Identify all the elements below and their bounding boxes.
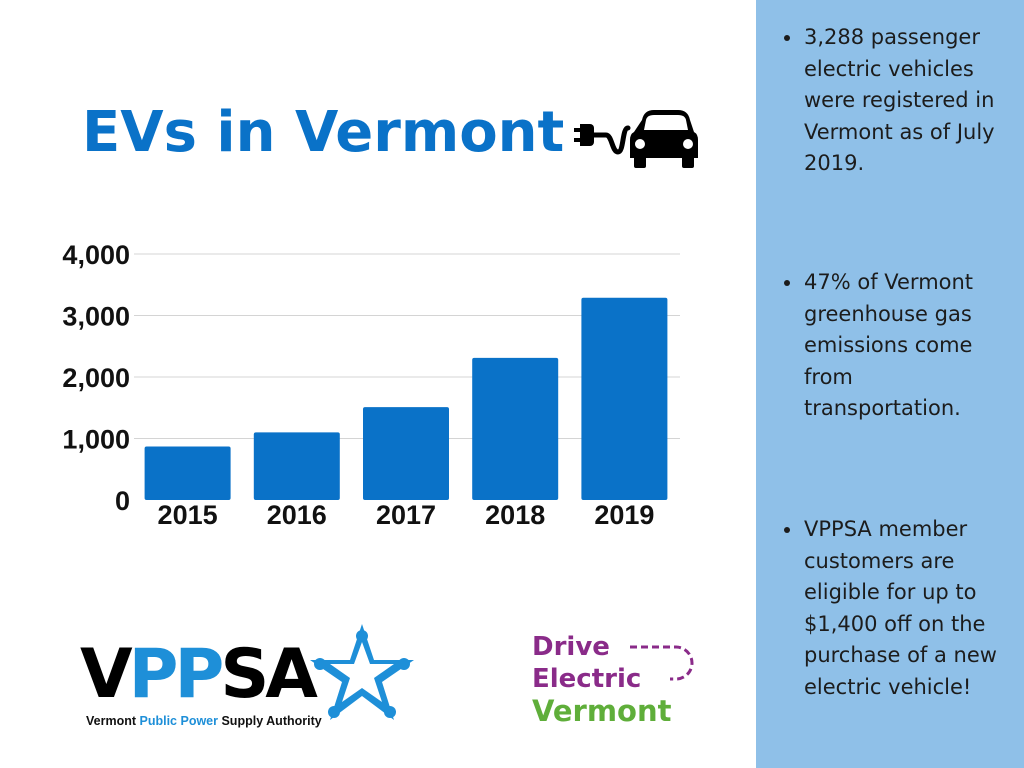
vppsa-full-name: Vermont Public Power Supply Authority [86,714,322,728]
bullet-icon [784,527,790,533]
drive-electric-vermont-logo: Drive Electric Vermont [526,626,706,730]
fact-text: 47% of Vermont greenhouse gas emissions … [804,270,974,420]
y-tick-label: 3,000 [62,302,130,332]
fact-text: 3,288 passenger electric vehicles were r… [804,25,995,175]
ev-registrations-chart: 0 1,000 2,000 3,000 4,000 2015 2016 2017 2018 20… [62,240,680,530]
bullet-icon [784,280,790,286]
electric-word: Electric [532,664,642,694]
vppsa-wordmark: VPPSA [80,635,318,714]
x-tick-label: 2016 [267,500,327,530]
fact-text: VPPSA member customers are eligible for … [804,517,997,699]
x-tick-label: 2018 [485,500,545,530]
bar-2019 [581,297,668,500]
bullet-icon [784,35,790,41]
ev-plug-car-icon [574,110,698,168]
vermont-word: Vermont [532,694,672,728]
star-people-icon [310,624,414,720]
x-tick-label: 2019 [594,500,654,530]
x-tick-label: 2017 [376,500,436,530]
facts-panel [756,0,1024,768]
bar-2018 [472,357,559,500]
bar-2017 [363,407,449,500]
fact-item: VPPSA member customers are eligible for … [784,514,1004,703]
drive-word: Drive [532,632,610,662]
plug-cord-icon [630,645,694,681]
page-title: EVs in Vermont [82,100,565,165]
bar-2015 [144,446,231,500]
y-tick-label: 4,000 [62,240,130,270]
fact-item: 47% of Vermont greenhouse gas emissions … [784,267,1004,425]
vppsa-logo: VPPSA Vermont Public Power Supply Author… [74,620,424,738]
y-tick-label: 0 [115,486,130,516]
x-tick-label: 2015 [158,500,218,530]
fact-item: 3,288 passenger electric vehicles were r… [784,22,1004,180]
bar-2016 [253,432,340,500]
y-tick-label: 2,000 [62,363,130,393]
y-tick-label: 1,000 [62,425,130,455]
